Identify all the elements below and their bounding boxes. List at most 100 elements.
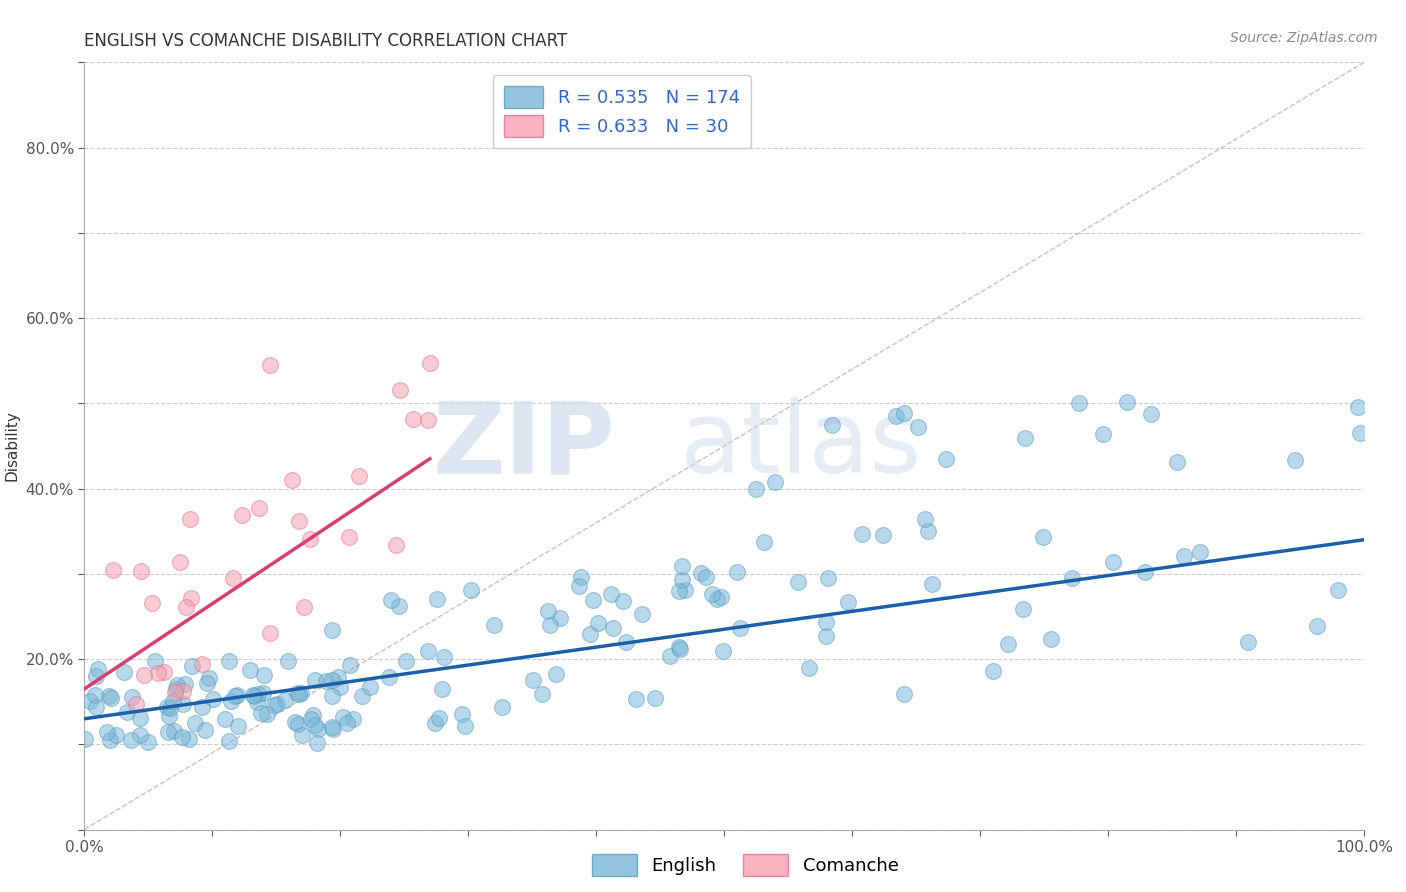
Point: [711, 644, 734, 658]
Point: [425, 715, 447, 730]
Point: [1166, 455, 1188, 469]
Point: [252, 667, 274, 681]
Point: [1011, 602, 1033, 616]
Point: [165, 684, 187, 698]
Point: [482, 618, 505, 632]
Point: [228, 719, 250, 733]
Point: [668, 640, 690, 654]
Point: [153, 665, 176, 679]
Point: [419, 355, 441, 369]
Point: [129, 728, 152, 742]
Point: [321, 721, 343, 735]
Point: [799, 661, 821, 675]
Point: [814, 615, 837, 629]
Point: [305, 736, 328, 750]
Point: [321, 623, 343, 637]
Point: [342, 712, 364, 726]
Point: [1326, 583, 1348, 598]
Point: [75, 731, 97, 746]
Point: [395, 654, 418, 668]
Point: [274, 693, 297, 707]
Point: [332, 710, 354, 724]
Point: [239, 663, 262, 677]
Point: [136, 735, 159, 749]
Point: [226, 688, 249, 702]
Point: [165, 682, 187, 697]
Point: [377, 671, 399, 685]
Point: [121, 690, 143, 704]
Point: [335, 716, 357, 731]
Point: [263, 698, 285, 712]
Point: [644, 690, 666, 705]
Point: [402, 411, 425, 425]
Point: [347, 468, 370, 483]
Point: [304, 673, 326, 688]
Point: [214, 712, 236, 726]
Point: [100, 691, 122, 706]
Point: [695, 570, 717, 584]
Point: [190, 657, 212, 672]
Point: [700, 587, 723, 601]
Point: [176, 599, 198, 614]
Point: [256, 707, 278, 722]
Point: [689, 566, 711, 581]
Point: [388, 599, 411, 613]
Point: [194, 723, 217, 738]
Point: [129, 711, 152, 725]
Point: [1188, 545, 1211, 559]
Point: [586, 615, 609, 630]
Point: [429, 711, 451, 725]
Point: [329, 680, 352, 694]
Point: [579, 626, 602, 640]
Point: [728, 621, 751, 635]
Legend: R = 0.535   N = 174, R = 0.633   N = 30: R = 0.535 N = 174, R = 0.633 N = 30: [492, 75, 751, 148]
Point: [567, 579, 589, 593]
Point: [222, 571, 245, 585]
Point: [921, 577, 943, 591]
Point: [298, 532, 321, 546]
Point: [287, 716, 309, 731]
Point: [821, 417, 844, 432]
Point: [322, 722, 344, 736]
Point: [671, 559, 693, 574]
Point: [538, 618, 561, 632]
Point: [388, 383, 411, 397]
Point: [174, 677, 197, 691]
Point: [285, 686, 308, 700]
Point: [352, 689, 374, 703]
Point: [103, 563, 125, 577]
Point: [112, 665, 135, 679]
Point: [450, 706, 472, 721]
Point: [288, 514, 311, 528]
Point: [817, 571, 839, 585]
Point: [893, 406, 915, 420]
Point: [321, 673, 343, 688]
Point: [155, 699, 177, 714]
Point: [180, 591, 202, 606]
Point: [1306, 619, 1329, 633]
Point: [745, 482, 768, 496]
Point: [247, 500, 270, 515]
Point: [276, 654, 298, 668]
Point: [1102, 555, 1125, 569]
Point: [914, 512, 936, 526]
Point: [763, 475, 786, 490]
Point: [172, 698, 194, 712]
Point: [96, 724, 118, 739]
Point: [917, 524, 939, 539]
Point: [614, 635, 637, 649]
Point: [416, 644, 439, 658]
Point: [157, 708, 180, 723]
Point: [569, 570, 592, 584]
Point: [252, 686, 274, 700]
Point: [385, 538, 408, 552]
Point: [98, 733, 121, 747]
Point: [981, 665, 1004, 679]
Point: [143, 654, 166, 668]
Point: [337, 530, 360, 544]
Point: [98, 689, 121, 703]
Point: [491, 700, 513, 714]
Text: atlas: atlas: [681, 398, 922, 494]
Point: [1173, 549, 1195, 564]
Point: [668, 583, 690, 598]
